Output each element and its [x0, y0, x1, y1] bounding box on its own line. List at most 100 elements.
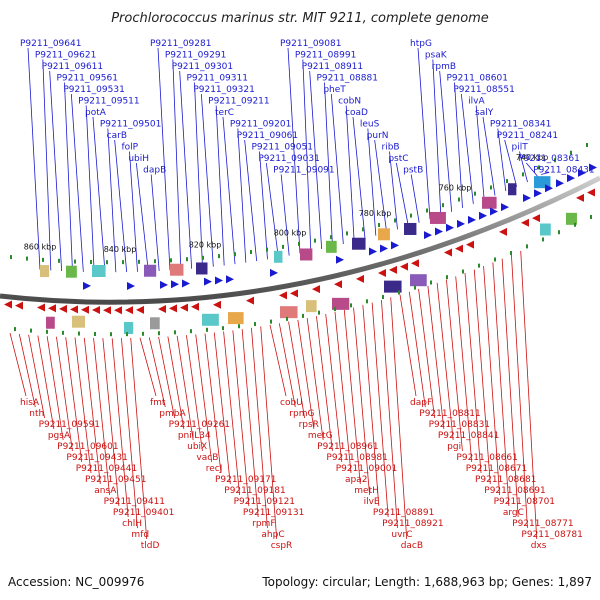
gene-label-forward: leuS	[360, 120, 380, 130]
callout-line-forward	[42, 59, 52, 271]
callout-line-reverse	[520, 250, 538, 540]
callout-line-forward	[265, 162, 279, 258]
callout-line-reverse	[130, 337, 148, 540]
tick-mark	[510, 251, 512, 256]
gene-label-reverse: P9211_09431	[66, 453, 127, 463]
tick-mark	[442, 203, 444, 208]
callout-line-forward	[302, 59, 312, 252]
tick-mark	[366, 299, 368, 304]
reverse-gene-arrow	[125, 306, 133, 315]
callout-line-reverse	[74, 337, 92, 474]
reverse-gene-arrow	[70, 305, 78, 314]
forward-gene-arrow	[523, 193, 531, 202]
callout-line-forward	[194, 82, 203, 268]
callout-line-forward	[367, 128, 377, 236]
reverse-gene-arrow	[290, 289, 298, 298]
forward-gene-arrow	[391, 241, 399, 250]
reverse-gene-arrow	[15, 301, 23, 310]
gene-label-reverse: dacB	[401, 541, 423, 551]
gene-label-forward: coaD	[345, 108, 368, 118]
gene-label-reverse: rpsR	[299, 420, 319, 430]
reverse-gene-arrow	[389, 265, 397, 274]
gene-label-reverse: tldD	[141, 541, 160, 551]
gene-label-reverse: dxs	[531, 541, 547, 551]
callout-line-forward	[280, 174, 290, 256]
callout-line-forward	[70, 93, 84, 272]
gene-label-forward: P9211_09301	[172, 62, 233, 72]
reverse-gene-arrow	[246, 296, 254, 305]
callout-line-forward	[374, 139, 388, 233]
callout-line-forward	[541, 172, 550, 175]
reverse-gene-arrow	[455, 244, 463, 253]
callout-line-reverse	[381, 300, 398, 529]
forward-gene-arrow	[501, 203, 509, 212]
tick-mark	[254, 322, 256, 327]
callout-line-forward	[27, 47, 41, 270]
gene-label-forward: P9211_09291	[165, 51, 226, 61]
gene-label-reverse: P9211_08831	[429, 420, 490, 430]
gene-label-reverse: P9211_09451	[85, 475, 146, 485]
gene-label-forward: P9211_09201	[230, 120, 291, 130]
tick-mark	[74, 259, 76, 264]
tick-mark	[30, 328, 32, 333]
gene-label-forward: rpmB	[432, 62, 456, 72]
tick-mark	[46, 329, 48, 334]
callout-line-reverse	[343, 309, 361, 485]
callout-line-forward	[482, 116, 496, 196]
map-title: Prochlorococcus marinus str. MIT 9211, c…	[111, 11, 489, 26]
callout-line-forward	[395, 162, 409, 227]
callout-line-forward	[345, 105, 355, 242]
callout-line-forward	[64, 82, 73, 272]
callout-line-forward	[135, 162, 149, 272]
tick-mark	[574, 222, 576, 227]
gene-label-reverse: ahpC	[261, 530, 284, 540]
callout-line-reverse	[9, 332, 27, 397]
callout-line-forward	[432, 59, 442, 216]
forward-gene-arrow	[435, 227, 443, 236]
gene-label-reverse: pnilL34	[178, 431, 211, 441]
callout-line-reverse	[316, 316, 333, 452]
gene-label-forward: P9211_09311	[187, 74, 248, 84]
tick-marks	[10, 142, 592, 337]
gene-label-reverse: ilvE	[364, 497, 380, 507]
tick-mark	[330, 235, 332, 240]
callout-line-forward	[497, 128, 507, 192]
callout-line-forward	[150, 174, 160, 271]
tick-mark	[286, 316, 288, 321]
gene-label-reverse: metH	[354, 486, 379, 496]
gene-label-reverse: P9211_09441	[76, 464, 137, 474]
tick-mark	[298, 241, 300, 246]
forward-gene-arrow	[182, 279, 190, 288]
callout-line-reverse	[260, 326, 278, 540]
gene-label-reverse: P9211_08681	[475, 475, 536, 485]
tick-mark	[570, 150, 572, 155]
reverse-gene-arrow	[81, 305, 89, 314]
callout-line-forward	[324, 82, 333, 247]
gene-label-reverse: rpmF	[252, 519, 275, 529]
tick-label: 780 kbp	[359, 209, 392, 218]
gene-label-reverse: P9211_09411	[104, 497, 165, 507]
gene-label-reverse: P9211_08811	[419, 409, 480, 419]
forward-gene-arrow	[490, 207, 498, 216]
tick-mark	[414, 285, 416, 290]
gene-label-forward: P9211_08601	[447, 74, 508, 84]
gene-label-reverse: metG	[308, 431, 333, 441]
tick-mark	[426, 208, 428, 213]
callout-line-reverse	[492, 262, 510, 507]
forward-gene-arrow	[160, 280, 168, 289]
tick-mark	[170, 258, 172, 263]
forward-gene-arrow	[270, 268, 278, 277]
callout-line-reverse	[278, 323, 296, 408]
callout-line-reverse	[269, 324, 287, 397]
gene-label-reverse: P9211_09001	[336, 464, 397, 474]
callout-line-reverse	[511, 254, 528, 529]
gene-label-forward: htpG	[410, 39, 432, 49]
tick-mark	[362, 227, 364, 232]
gene-label-reverse: cobU	[280, 398, 303, 408]
gene-label-reverse: hisA	[20, 398, 40, 408]
gene-label-reverse: P9211_08671	[466, 464, 527, 474]
feature-block	[332, 297, 350, 310]
callout-line-reverse	[223, 331, 240, 496]
feature-block	[280, 306, 298, 319]
